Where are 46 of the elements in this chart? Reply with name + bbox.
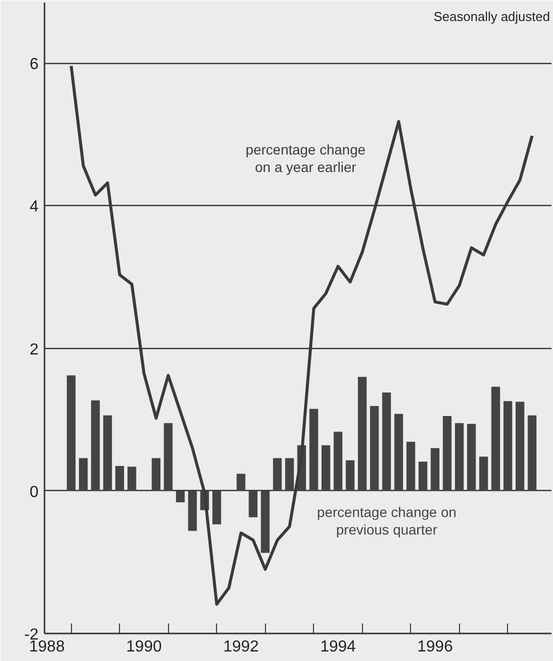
bar (503, 401, 512, 491)
x-tick-label: 1996 (417, 638, 453, 656)
bar (430, 448, 440, 491)
x-tick-label: 1992 (223, 638, 259, 656)
bar (442, 416, 452, 491)
bar (66, 375, 76, 491)
bar (479, 456, 488, 491)
bar (164, 423, 173, 491)
bar (406, 442, 416, 491)
bar (236, 474, 246, 491)
bar (115, 466, 124, 491)
y-tick-label: 2 (30, 341, 39, 358)
bar (454, 423, 464, 491)
y-tick-label: 6 (30, 56, 39, 74)
bar (418, 462, 428, 491)
bar (91, 400, 100, 491)
y-tick-label: 0 (30, 484, 39, 501)
x-tick-label: 1994 (320, 638, 356, 656)
bar (334, 432, 342, 491)
bar (394, 414, 404, 491)
bar (370, 406, 379, 491)
bar (467, 424, 476, 491)
bar (127, 466, 136, 491)
bar (152, 458, 160, 491)
bar (103, 415, 112, 491)
x-tick-label: 1990 (126, 638, 162, 656)
bar (382, 392, 391, 491)
bar (346, 460, 355, 491)
series-label: percentage change on a year earlier (246, 141, 366, 175)
bar (212, 490, 222, 524)
bar (516, 402, 524, 491)
bar (176, 490, 185, 502)
bar (491, 386, 500, 491)
bar (78, 458, 88, 491)
bar (309, 408, 318, 491)
annotation: Seasonally adjusted (434, 8, 550, 24)
bar (248, 490, 258, 518)
bar (358, 376, 367, 491)
bar (273, 458, 282, 491)
bar (322, 445, 330, 491)
y-tick-label: 4 (30, 198, 39, 216)
bar (260, 490, 270, 553)
bar (285, 458, 294, 491)
series-label: percentage change on previous quarter (317, 504, 456, 538)
bar (188, 490, 197, 531)
bar (528, 415, 536, 491)
